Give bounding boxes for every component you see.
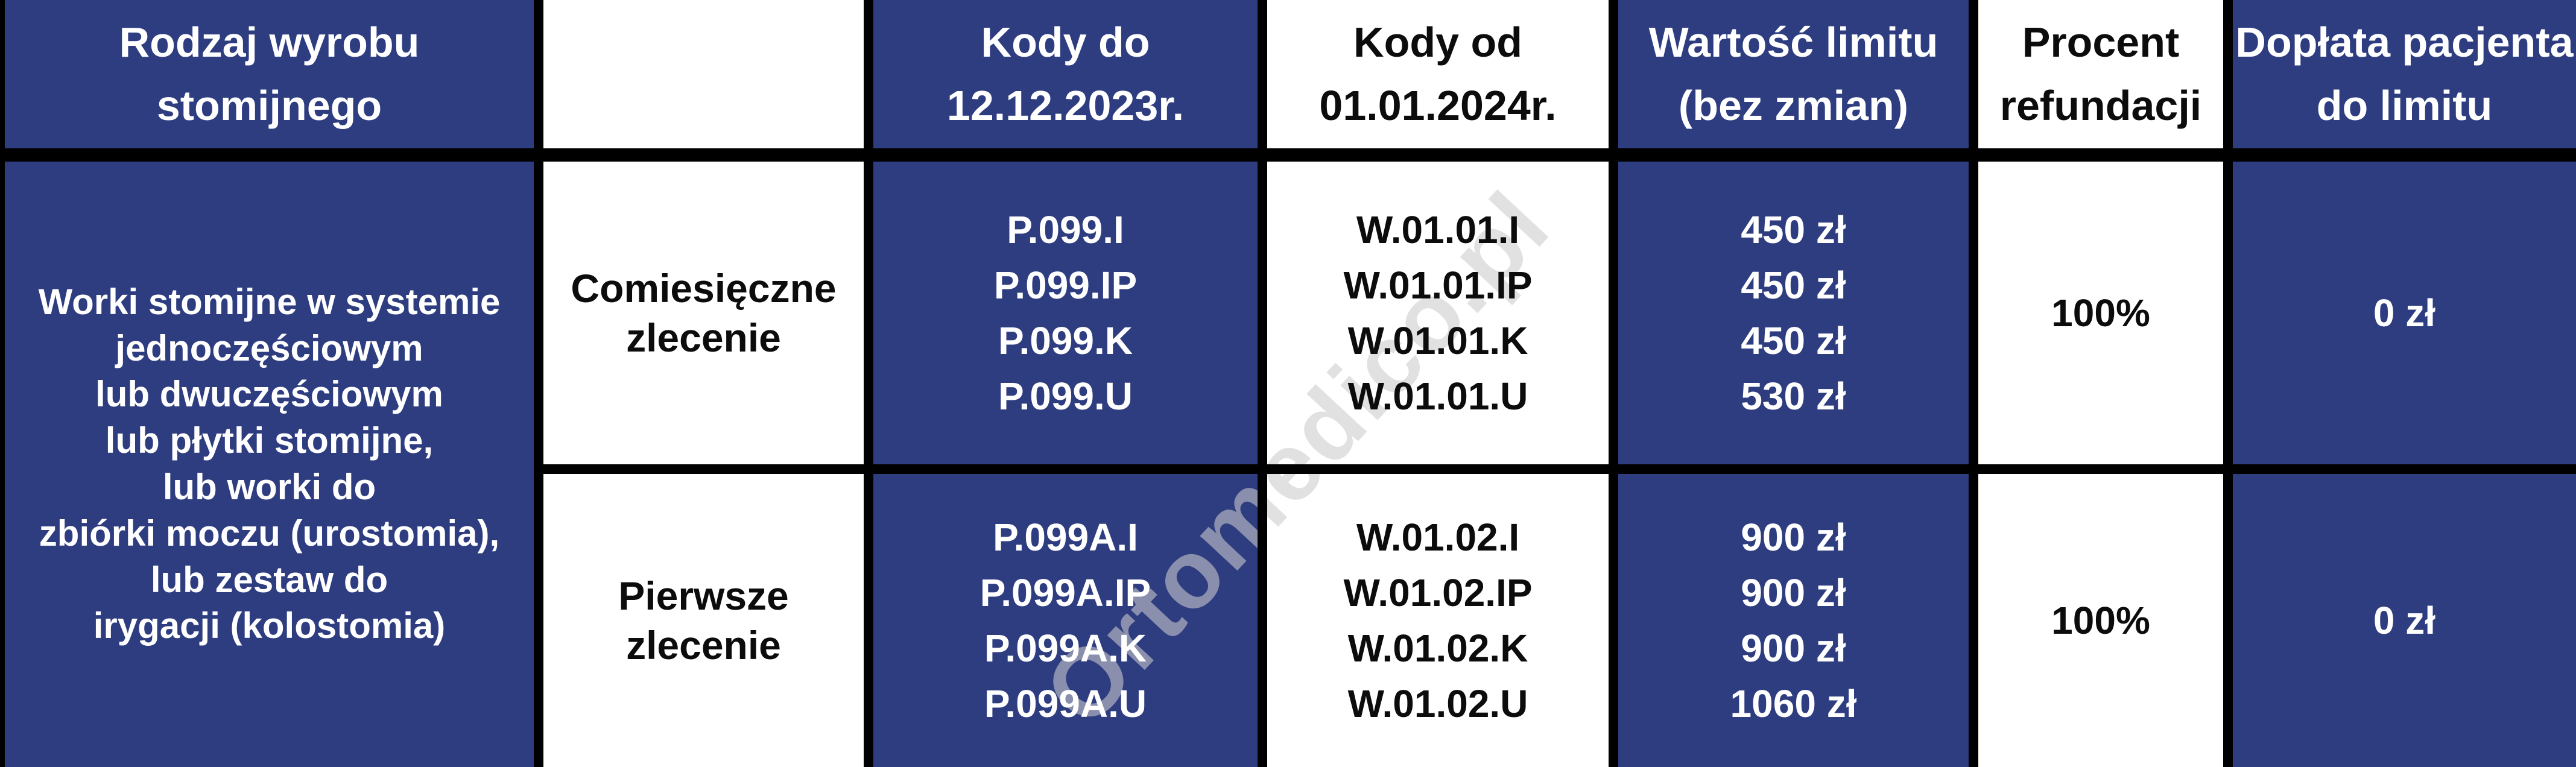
row2-codes-old-text: P.099A.I P.099A.IP P.099A.K P.099A.U [979,515,1151,726]
grid-line-vertical-6 [2223,0,2233,767]
row2-codes-new-cell: W.01.02.I W.01.02.IP W.01.02.K W.01.02.U [1267,474,1609,767]
header-patient-copay: Dopłata pacjenta do limitu [2233,0,2576,148]
row1-refund-percent-cell: 100% [1978,162,2223,464]
row1-codes-old-cell: P.099.I P.099.IP P.099.K P.099.U [873,162,1258,464]
row1-limit-values-text: 450 zł 450 zł 450 zł 530 zł [1741,207,1846,418]
row1-codes-old-text: P.099.I P.099.IP P.099.K P.099.U [993,207,1138,418]
header-limit-value: Wartość limitu (bez zmian) [1618,0,1969,148]
grid-line-vertical-4 [1609,0,1618,767]
header-refund-percent-label: Procent refundacji [1999,19,2202,129]
header-codes-new: Kody od 01.01.2024r. [1267,0,1609,148]
row1-order-type-text: Comiesięczne zlecenie [571,265,837,361]
row2-patient-copay-cell: 0 zł [2233,474,2576,767]
row2-refund-percent-cell: 100% [1978,474,2223,767]
grid-line-vertical-3 [1258,0,1267,767]
row1-codes-new-cell: W.01.01.I W.01.01.IP W.01.01.K W.01.01.U [1267,162,1609,464]
header-product-type: Rodzaj wyrobu stomijnego [5,0,534,148]
row1-patient-copay-text: 0 zł [2373,291,2436,335]
row1-limit-values-cell: 450 zł 450 zł 450 zł 530 zł [1618,162,1969,464]
row1-order-type-cell: Comiesięczne zlecenie [543,162,864,464]
row2-order-type-cell: Pierwsze zlecenie [543,474,864,767]
header-codes-old: Kody do 12.12.2023r. [873,0,1258,148]
grid-line-header-bottom [0,148,2576,162]
row2-patient-copay-text: 0 zł [2373,598,2436,642]
row2-refund-percent-text: 100% [2051,598,2150,642]
grid-line-vertical-1 [534,0,543,767]
row2-codes-new-text: W.01.02.I W.01.02.IP W.01.02.K W.01.02.U [1343,515,1533,726]
grid-line-row-separator [534,464,2576,474]
row1-patient-copay-cell: 0 zł [2233,162,2576,464]
row2-limit-values-cell: 900 zł 900 zł 900 zł 1060 zł [1618,474,1969,767]
row2-codes-old-cell: P.099A.I P.099A.IP P.099A.K P.099A.U [873,474,1258,767]
row2-order-type-text: Pierwsze zlecenie [618,573,789,668]
header-codes-old-label: Kody do 12.12.2023r. [946,19,1185,129]
product-description-text: Worki stomijne w systemie jednoczęściowy… [38,281,501,646]
row1-codes-new-text: W.01.01.I W.01.01.IP W.01.01.K W.01.01.U [1343,207,1533,418]
grid-line-vertical-5 [1969,0,1978,767]
header-codes-new-label: Kody od 01.01.2024r. [1319,19,1557,129]
header-limit-value-label: Wartość limitu (bez zmian) [1648,19,1938,129]
header-product-type-label: Rodzaj wyrobu stomijnego [119,19,420,129]
header-patient-copay-label: Dopłata pacjenta do limitu [2235,19,2574,129]
product-description-cell: Worki stomijne w systemie jednoczęściowy… [5,162,534,767]
row2-limit-values-text: 900 zł 900 zł 900 zł 1060 zł [1730,515,1857,726]
header-refund-percent: Procent refundacji [1978,0,2223,148]
header-order-type-empty [543,0,864,148]
row1-refund-percent-text: 100% [2051,291,2150,335]
grid-line-vertical-2 [864,0,873,767]
